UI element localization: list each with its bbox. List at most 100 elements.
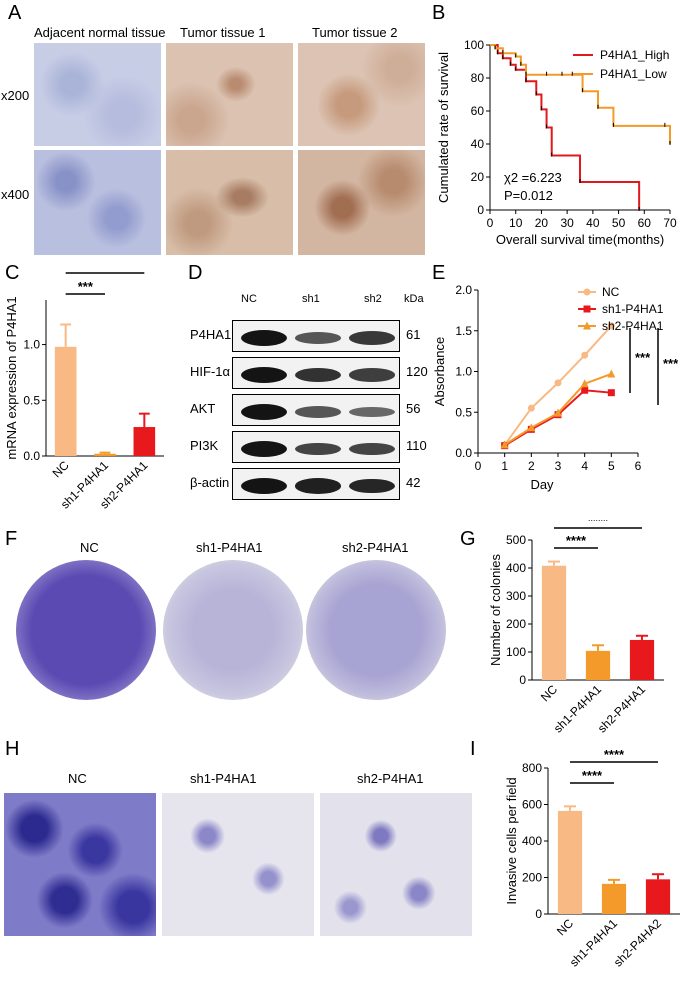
ihc-column-label-tumor-1: Tumor tissue 1 [180,25,266,40]
y-tick-label: 0.0 [23,449,40,463]
blot-strip [232,468,400,500]
y-tick-label: 0 [535,907,542,921]
bar-2 [94,453,116,456]
bar-2 [585,650,611,680]
x-tick-label: 0 [487,216,494,230]
sig-label-2: **** [604,748,625,762]
panel-letter-a: A [8,2,22,24]
blot-band [349,478,395,494]
invasion-image-nc [4,793,156,936]
colony-label-sh1: sh1-P4HA1 [196,540,263,555]
data-point [527,423,536,432]
blot-band [241,404,287,420]
category-label: sh2-P4HA1 [595,682,649,736]
ihc-image-tumor2-x400 [298,150,425,255]
colony-dish-sh2 [306,560,446,700]
bar-1 [54,346,77,456]
blot-row-label: P4HA1 [190,327,232,342]
bar-1 [557,810,583,914]
category-label: NC [538,682,560,704]
data-point [607,322,615,330]
y-tick-label: 1.0 [23,338,40,352]
data-point [581,351,589,359]
y-tick-label: 300 [506,589,526,603]
stat-p-value: P=0.012 [504,188,553,203]
legend-marker [583,305,591,313]
x-axis-label: Day [530,477,554,492]
blot-kda-label: 56 [406,401,421,416]
ihc-image-normal-x400 [34,150,161,255]
x-tick-label: 30 [560,216,574,230]
panel-letter-c: C [5,262,20,284]
data-point [607,369,616,378]
bar-2 [601,883,627,914]
blot-unit-kda: kDa [404,293,424,305]
data-point [554,379,562,387]
y-tick-label: 20 [471,170,485,184]
y-tick-label: 1.0 [455,365,472,379]
survival-chart: 0 20 40 60 80 100 0 10 20 30 40 50 60 70 Overall survi… [436,38,677,247]
sig-label-2: **** [588,520,609,528]
blot-band [349,368,395,382]
blot-band [295,332,341,344]
y-tick-label: 200 [522,871,542,885]
panel-letter-d: D [188,262,203,284]
blot-strip [232,320,400,352]
legend-marker [583,288,591,296]
y-tick-label: 80 [471,71,485,85]
legend-label: P4HA1_Low [600,67,667,81]
y-axis-label: Cumulated rate of survival [436,52,451,203]
bar-3 [645,879,671,914]
y-axis-label: Absorbance [432,337,447,406]
ihc-row-label-x400: x400 [1,187,30,202]
ihc-image-tumor1-x200 [166,43,293,146]
blot-strip [232,394,400,426]
y-tick-label: 0 [477,203,484,217]
legend-label: sh2-P4HA1 [602,319,664,333]
bar-1 [541,565,567,680]
ihc-image-normal-x200 [34,43,161,146]
y-axis-label: Number of colonies [488,554,503,666]
x-tick-label: 5 [608,459,615,473]
x-tick-label: 70 [663,216,677,230]
blot-kda-label: 61 [406,327,421,342]
panel-letter-f: F [5,528,18,550]
blot-lane-nc: NC [241,293,257,305]
y-tick-label: 2.0 [455,283,472,297]
blot-strip [232,357,400,389]
blot-row-label: β-actin [190,475,230,490]
y-tick-label: 0 [519,673,526,687]
x-tick-label: 60 [638,216,652,230]
sig-label-1: **** [582,768,603,783]
ihc-image-tumor1-x400 [166,150,293,255]
data-point [527,404,535,412]
blot-band [349,442,395,456]
colony-label-sh2: sh2-P4HA1 [342,540,409,555]
x-tick-label: 3 [555,459,562,473]
panel-letter-g: G [460,528,476,550]
blot-lane-sh2: sh2 [364,293,382,305]
sig-label-2: ** [100,270,111,273]
legend-label: sh1-P4HA1 [602,302,664,316]
blot-band [241,367,287,383]
blot-lane-sh1: sh1 [302,293,320,305]
ihc-column-label-tumor-2: Tumor tissue 2 [312,25,398,40]
y-tick-label: 100 [464,38,484,52]
ihc-column-label-normal: Adjacent normal tissue [34,25,166,40]
y-tick-label: 800 [522,761,542,775]
y-tick-label: 500 [506,533,526,547]
category-label: sh2-P4HA2 [611,916,665,970]
sig-label-1: *** [635,350,651,365]
blot-band [295,368,341,382]
sig-label-2: *** [663,356,679,371]
blot-kda-label: 110 [406,438,427,453]
panel-letter-i: I [470,738,476,760]
invasion-label-sh1: sh1-P4HA1 [190,771,257,786]
data-point [580,379,589,388]
colony-dish-sh1 [163,560,303,700]
x-axis-label: Overall survival time(months) [496,232,664,247]
blot-row-label: HIF-1α [190,364,231,379]
